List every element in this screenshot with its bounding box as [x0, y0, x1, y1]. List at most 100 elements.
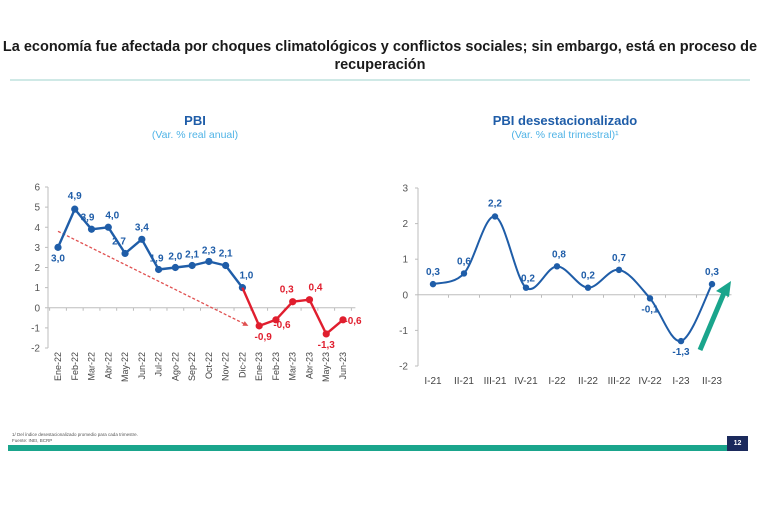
data-point	[646, 295, 654, 302]
data-label: 0,3	[280, 285, 294, 296]
data-point	[491, 213, 499, 220]
x-tick-label: Abr-23	[304, 352, 314, 379]
x-tick-label: May-23	[321, 352, 331, 382]
data-point	[138, 235, 146, 243]
x-tick-label: Mar-23	[288, 352, 298, 381]
data-point	[708, 280, 716, 288]
data-point	[222, 261, 230, 270]
chart-right-title: PBI desestacionalizado	[492, 113, 638, 128]
data-label: 0,2	[521, 274, 535, 285]
footer-band	[8, 445, 728, 451]
page-number: 12	[727, 436, 748, 451]
data-point	[322, 330, 330, 338]
x-tick-label: Feb-23	[271, 352, 281, 381]
footnote: 1/ Del índice desestacionalizado promedi…	[12, 432, 138, 437]
x-tick-label: II-22	[578, 376, 598, 387]
y-tick-label: -2	[399, 362, 408, 373]
x-tick-label: Dic-22	[237, 352, 247, 378]
data-point	[615, 266, 623, 274]
x-tick-label: I-23	[672, 376, 690, 387]
data-point	[54, 243, 62, 251]
data-label: 3,4	[135, 222, 149, 233]
data-label: 0,6	[457, 256, 471, 267]
data-label: -1,3	[672, 347, 690, 358]
data-point	[87, 225, 96, 233]
x-tick-label: Mar-22	[87, 352, 97, 381]
data-label: 0,4	[309, 283, 323, 294]
data-point	[339, 316, 347, 324]
x-tick-label: Ene-23	[254, 352, 264, 381]
chart-right-subtitle: (Var. % real trimestral)¹	[511, 129, 619, 141]
data-label: 0,3	[426, 267, 440, 278]
y-tick-label: 6	[34, 183, 40, 194]
data-label: -1,3	[318, 340, 336, 351]
data-label: 2,1	[185, 249, 199, 260]
x-tick-label: May-22	[120, 352, 130, 382]
data-point	[121, 249, 129, 258]
data-label: 2,3	[202, 245, 216, 256]
data-label: 1,0	[239, 271, 253, 282]
data-label: 0,7	[612, 253, 626, 264]
x-tick-label: Ene-22	[53, 352, 63, 381]
x-tick-label: III-21	[484, 376, 507, 387]
data-point	[171, 263, 179, 272]
source-note: Fuente: INEI, BCRP	[12, 438, 53, 443]
data-point	[289, 298, 297, 306]
data-point	[429, 280, 437, 288]
data-point	[460, 270, 468, 277]
x-tick-label: II-23	[702, 376, 722, 387]
data-point	[677, 337, 685, 345]
x-tick-label: I-22	[548, 376, 566, 387]
data-point	[104, 223, 112, 231]
x-tick-label: Feb-22	[70, 352, 80, 381]
data-point	[205, 257, 213, 266]
x-tick-label: Oct-22	[204, 352, 214, 379]
data-point	[522, 284, 530, 291]
series-line-desestacionalizado	[432, 215, 713, 343]
data-label: 2,7	[112, 236, 126, 247]
data-point	[584, 284, 592, 291]
x-tick-label: Jun-23	[338, 352, 348, 380]
data-point	[188, 261, 196, 270]
y-tick-label: 3	[402, 184, 408, 195]
data-label: -0,6	[273, 320, 291, 331]
y-tick-label: -1	[31, 323, 40, 334]
data-point	[71, 205, 79, 213]
trend-arrow-line	[57, 230, 245, 325]
x-tick-label: IV-21	[514, 376, 538, 387]
chart-left-subtitle: (Var. % real anual)	[151, 129, 239, 141]
data-label: 1,9	[150, 254, 164, 265]
data-label: 4,0	[105, 210, 119, 221]
x-tick-label: Abr-22	[103, 352, 113, 379]
y-tick-label: 2	[34, 263, 40, 274]
y-tick-label: 5	[34, 203, 40, 214]
data-label: 2,0	[168, 252, 182, 263]
y-tick-label: 1	[34, 283, 40, 294]
y-tick-label: 4	[34, 223, 40, 234]
data-point	[255, 322, 263, 330]
x-tick-label: Jul-22	[154, 352, 164, 377]
data-label: 3,0	[51, 253, 65, 264]
data-point	[553, 263, 561, 270]
x-tick-label: Nov-22	[221, 352, 231, 381]
x-tick-label: Ago-22	[170, 352, 180, 381]
data-label: 0,8	[552, 249, 566, 260]
y-tick-label: 1	[402, 255, 408, 266]
data-label: -0,1	[641, 304, 659, 315]
data-point	[272, 316, 280, 324]
data-label: 0,2	[581, 271, 595, 282]
recovery-arrow-line	[697, 292, 727, 351]
y-tick-label: 0	[402, 290, 408, 301]
data-label: 2,2	[488, 198, 502, 209]
data-label: 4,9	[68, 191, 82, 202]
trend-arrow-head	[242, 321, 249, 326]
recovery-arrow-head	[716, 281, 731, 297]
data-label: -0,6	[344, 316, 362, 327]
data-label: 3,9	[81, 212, 95, 223]
y-tick-label: 0	[34, 303, 40, 314]
data-label: 2,1	[219, 248, 233, 259]
x-tick-label: III-22	[608, 376, 631, 387]
data-point	[305, 296, 314, 304]
data-point	[154, 265, 163, 274]
